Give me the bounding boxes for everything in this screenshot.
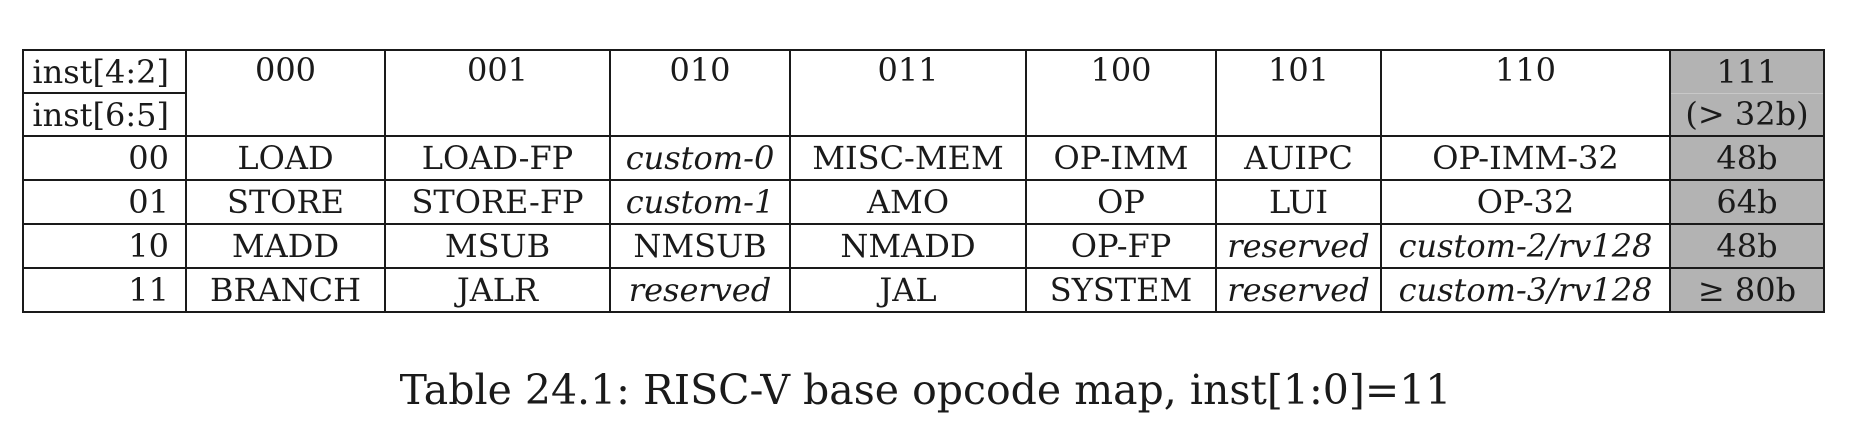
row-key: 10 [22,223,187,269]
opcode-cell: BRANCH [185,267,386,313]
column-header-010: 010 [609,49,791,137]
row-key: 11 [22,267,187,313]
column-header-100: 100 [1025,49,1217,137]
header-row: inst[4:2] 000 001 010 011 100 101 110 11… [22,49,1825,137]
opcode-cell: NMADD [789,223,1027,269]
column-header-110: 110 [1380,49,1671,137]
column-header-001: 001 [384,49,611,137]
corner-label-inst-4-2: inst[4:2] [22,49,187,94]
row-key: 00 [22,135,187,181]
corner-label-inst-6-5: inst[6:5] [22,92,187,137]
opcode-cell: reserved [609,267,791,313]
opcode-cell: custom-3/rv128 [1380,267,1671,313]
opcode-cell: JALR [384,267,611,313]
column-header-111: 111 [1669,49,1825,94]
opcode-cell: custom-0 [609,135,791,181]
opcode-cell: OP-IMM [1025,135,1217,181]
table-row: 10 MADD MSUB NMSUB NMADD OP-FP reserved custom-… [22,223,1825,269]
column-header-000: 000 [185,49,386,137]
opcode-cell: OP [1025,179,1217,225]
opcode-cell: MADD [185,223,386,269]
opcode-cell: 48b [1669,223,1825,269]
opcode-cell: SYSTEM [1025,267,1217,313]
opcode-cell: OP-FP [1025,223,1217,269]
opcode-cell: custom-2/rv128 [1380,223,1671,269]
opcode-cell: JAL [789,267,1027,313]
opcode-cell: MISC-MEM [789,135,1027,181]
column-header-011: 011 [789,49,1027,137]
opcode-cell: reserved [1215,267,1382,313]
opcode-cell: AMO [789,179,1027,225]
opcode-cell: 64b [1669,179,1825,225]
opcode-cell: ≥ 80b [1669,267,1825,313]
table-row: 00 LOAD LOAD-FP custom-0 MISC-MEM OP-IMM AUIPC… [22,135,1825,181]
opcode-cell: LUI [1215,179,1382,225]
opcode-cell: 48b [1669,135,1825,181]
opcode-cell: LOAD-FP [384,135,611,181]
opcode-cell: MSUB [384,223,611,269]
opcode-cell: custom-1 [609,179,791,225]
opcode-cell: OP-IMM-32 [1380,135,1671,181]
row-key: 01 [22,179,187,225]
opcode-cell: NMSUB [609,223,791,269]
opcode-cell: LOAD [185,135,386,181]
opcode-map-table: inst[4:2] 000 001 010 011 100 101 110 11… [22,49,1825,313]
table-row: 11 BRANCH JALR reserved JAL SYSTEM reserved cus… [22,267,1825,313]
opcode-cell: STORE [185,179,386,225]
column-header-111-note: (> 32b) [1669,92,1825,137]
opcode-cell: AUIPC [1215,135,1382,181]
opcode-cell: OP-32 [1380,179,1671,225]
opcode-cell: STORE-FP [384,179,611,225]
column-header-101: 101 [1215,49,1382,137]
table-caption: Table 24.1: RISC-V base opcode map, inst… [399,366,1452,414]
opcode-cell: reserved [1215,223,1382,269]
table-row: 01 STORE STORE-FP custom-1 AMO OP LUI OP-32 64b [22,179,1825,225]
header-row-2: inst[6:5] (> 32b) [22,92,1825,137]
